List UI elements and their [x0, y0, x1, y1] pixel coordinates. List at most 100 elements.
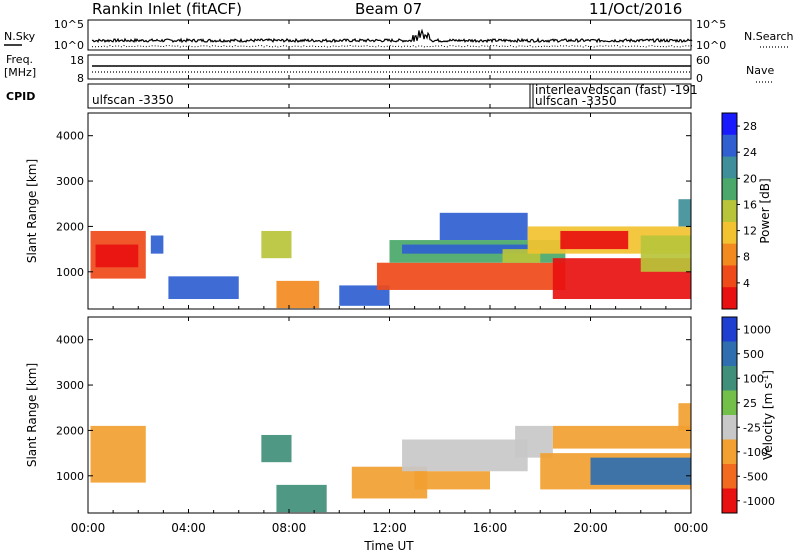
- velocity-colorbar-label: 100: [743, 372, 764, 385]
- power-echo-region: [678, 199, 691, 227]
- velocity-ytick-label: 3000: [56, 379, 84, 392]
- power-colorbar-swatch: [722, 156, 737, 179]
- power-echo-region: [376, 262, 566, 290]
- x-tick-label: 12:00: [372, 521, 407, 535]
- freq-tick-top: 18: [70, 54, 84, 67]
- station-title: Rankin Inlet (fitACF): [92, 0, 243, 18]
- velocity-echo-region: [276, 484, 327, 513]
- velocity-ytick-label: 1000: [56, 470, 84, 483]
- power-colorbar-swatch: [722, 134, 737, 158]
- cpid-label: CPID: [6, 90, 35, 103]
- velocity-colorbar-label: -25: [743, 421, 761, 434]
- freq-tick-bottom: 8: [77, 72, 84, 85]
- power-colorbar-swatch: [722, 265, 737, 288]
- x-tick-label: 04:00: [171, 521, 206, 535]
- date-title: 11/Oct/2016: [589, 0, 683, 18]
- nave-tick-top: 60: [696, 54, 710, 67]
- velocity-colorbar-swatch: [722, 415, 737, 440]
- velocity-colorbar-swatch: [722, 390, 737, 416]
- velocity-colorbar-label: -500: [743, 470, 768, 483]
- velocity-ytick-label: 2000: [56, 424, 84, 437]
- velocity-colorbar-swatch: [722, 488, 737, 514]
- power-colorbar-label: 20: [743, 172, 757, 185]
- power-echo-region: [439, 212, 528, 241]
- power-echo-region: [402, 244, 528, 254]
- x-tick-label: 16:00: [473, 521, 508, 535]
- velocity-colorbar-swatch: [722, 341, 737, 367]
- velocity-ytick-label: 4000: [56, 334, 84, 347]
- power-ytick-label: 1000: [56, 266, 84, 279]
- velocity-echo-region: [414, 471, 490, 490]
- power-colorbar-swatch: [722, 200, 737, 223]
- power-colorbar-label: 12: [743, 225, 757, 238]
- cpid-segment-3: ulfscan -3350: [535, 94, 617, 108]
- velocity-colorbar-title: Velocity [m s-1]: [761, 370, 776, 460]
- nsky-right-tick-top: 10^5: [696, 18, 726, 31]
- velocity-echo-region: [402, 439, 528, 472]
- x-axis: 00:00 04:00 08:00 12:00 16:00 20:00 00:00: [71, 20, 709, 535]
- power-colorbar-frame: [721, 112, 738, 310]
- cpid-segment-1: ulfscan -3350: [92, 93, 174, 107]
- power-ytick-label: 2000: [56, 220, 84, 233]
- x-axis-title: Time UT: [363, 539, 414, 553]
- power-colorbar-swatch: [722, 178, 737, 201]
- power-ytick-label: 3000: [56, 175, 84, 188]
- velocity-echo-region: [261, 434, 292, 463]
- x-tick-label: 20:00: [573, 521, 608, 535]
- velocity-colorbar-label: -1000: [743, 495, 775, 508]
- power-colorbar-title: Power [dB]: [758, 178, 772, 243]
- cpid-panel: CPID ulfscan -3350 interleavedscan (fast…: [6, 83, 698, 109]
- power-echo-region: [261, 230, 292, 259]
- nsky-tick-top: 10^5: [54, 18, 84, 31]
- freq-unit: [MHz]: [4, 66, 36, 79]
- power-echo-region: [150, 235, 164, 254]
- x-tick-label: 08:00: [272, 521, 307, 535]
- power-colorbar-label: 28: [743, 120, 757, 133]
- velocity-echo-region: [678, 403, 691, 431]
- beam-title: Beam 07: [355, 0, 423, 18]
- nsky-right-tick-bottom: 10^0: [696, 39, 726, 52]
- nsky-tick-bottom: 10^0: [54, 39, 84, 52]
- nsky-label: N.Sky: [4, 30, 36, 43]
- velocity-colorbar-swatch: [722, 464, 737, 489]
- x-tick-label: 00:00: [674, 521, 709, 535]
- nsky-panel: N.Sky 10^5 10^0 10^5 10^0 N.Search: [4, 18, 794, 52]
- nsky-trace: [91, 28, 693, 44]
- velocity-colorbar-label: -100: [743, 446, 768, 459]
- power-ytick-label: 4000: [56, 130, 84, 143]
- nave-label: Nave: [746, 64, 774, 77]
- power-echo-region: [168, 276, 239, 300]
- cpid-segment-2: interleavedscan (fast) -191: [535, 83, 698, 97]
- freq-label: Freq.: [6, 53, 33, 66]
- x-tick-label: 00:00: [71, 521, 106, 535]
- power-echo-region: [560, 230, 629, 250]
- power-echo-region: [95, 244, 139, 268]
- nave-tick-bottom: 0: [696, 72, 703, 85]
- power-panel: 1000 2000 3000 4000 Slant Range [km] 4 8 12 16…: [25, 112, 772, 310]
- velocity-colorbar-swatch: [722, 317, 737, 342]
- velocity-colorbar-label: 1000: [743, 323, 771, 336]
- velocity-ylabel: Slant Range [km]: [25, 363, 39, 467]
- freq-panel: Freq. [MHz] 18 8 60 0 Nave: [4, 53, 774, 85]
- velocity-colorbar-swatch: [722, 366, 737, 391]
- velocity-echo-region: [90, 425, 146, 483]
- power-colorbar-swatch: [722, 287, 737, 310]
- power-echo-region: [276, 280, 320, 309]
- velocity-colorbar-label: 25: [743, 397, 757, 410]
- power-colorbar-label: 24: [743, 146, 757, 159]
- power-colorbar-label: 8: [743, 251, 750, 264]
- velocity-colorbar-swatch: [722, 439, 737, 465]
- power-colorbar-label: 16: [743, 198, 757, 211]
- nsearch-trace: [91, 44, 693, 48]
- velocity-echo-region: [590, 457, 691, 485]
- power-colorbar-swatch: [722, 221, 737, 245]
- power-ylabel: Slant Range [km]: [25, 159, 39, 263]
- power-echo-region: [640, 235, 691, 272]
- power-colorbar-swatch: [722, 113, 737, 136]
- velocity-colorbar-frame: [721, 316, 738, 514]
- power-echo-region: [339, 285, 390, 306]
- nsearch-label: N.Search: [744, 30, 794, 43]
- power-colorbar-label: 4: [743, 277, 750, 290]
- velocity-colorbar-label: 500: [743, 348, 764, 361]
